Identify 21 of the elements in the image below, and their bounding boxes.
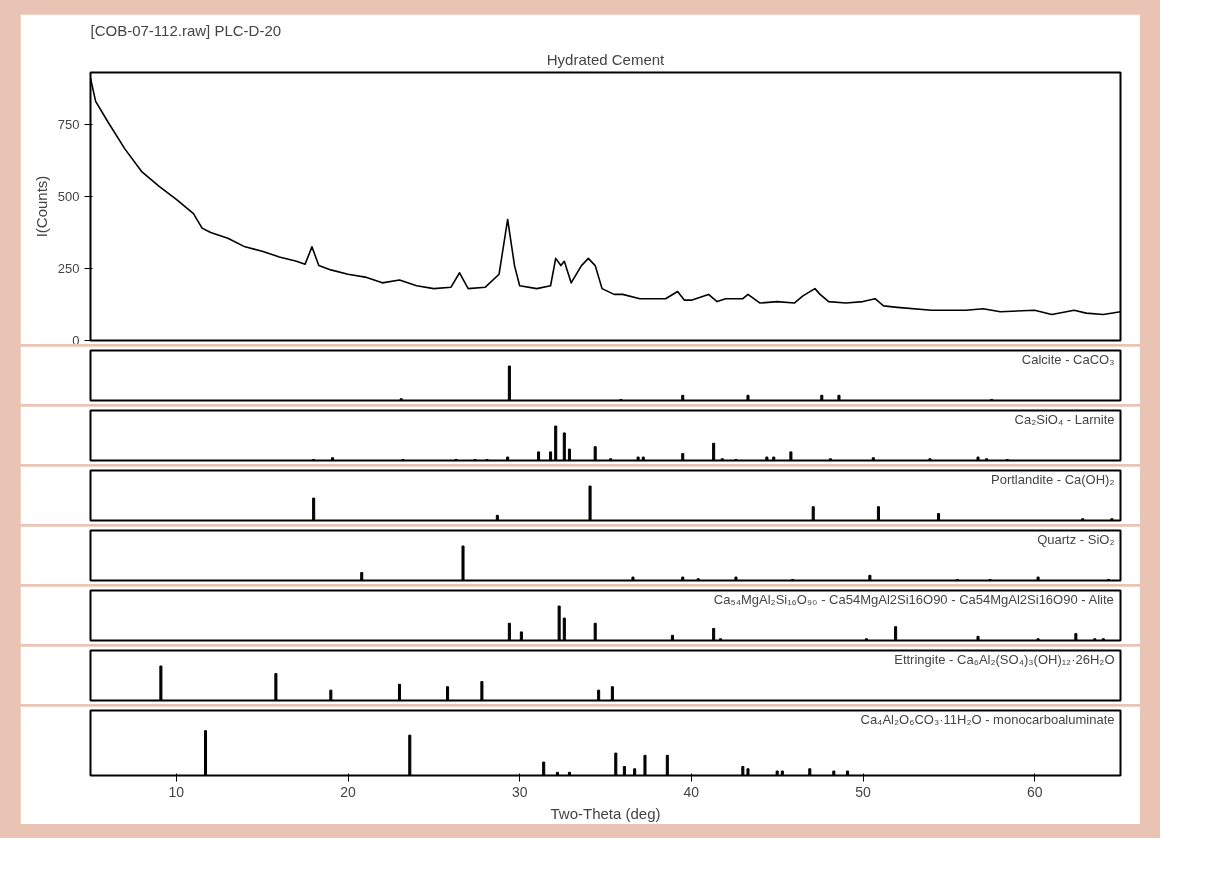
chart-title: Calcite - CaCO₃ [1021, 351, 1115, 367]
y-tick-label: 500 [57, 188, 80, 204]
x-axis-title: Two-Theta (deg) [550, 804, 661, 822]
y-axis-title: I(Counts) [32, 175, 50, 238]
y-tick-label: 250 [57, 260, 80, 276]
x-tick-label: 20 [340, 783, 356, 800]
x-tick-label: 10 [168, 783, 185, 800]
chart-title: Ca₅₄MgAl₂Si₁₆O₉₀ - Ca54MgAl2Si16O90 - Ca54MgAl2Si16O90 - Alite [713, 591, 1114, 607]
x-tick-label: 50 [855, 783, 871, 800]
x-tick-label: 30 [511, 783, 528, 800]
x-tick-label: 60 [1026, 783, 1043, 800]
chart-subtitle: Hydrated Cement [546, 50, 666, 68]
chart-title: Ca₄Al₂O₆CO₃·11H₂O - monocarboaluminate [860, 711, 1115, 727]
y-tick-label: 750 [57, 116, 80, 132]
y-tick-label: 0 [72, 332, 80, 348]
chart-title: [COB-07-112.raw] PLC-D-20 [90, 21, 282, 39]
chart-title: Quartz - SiO₂ [1037, 531, 1115, 547]
chart-title: Ca₂SiO₄ - Larnite [1014, 411, 1115, 427]
chart-title: Portlandite - Ca(OH)₂ [990, 471, 1115, 487]
x-tick-label: 40 [683, 783, 700, 800]
chart-title: Ettringite - Ca₆Al₂(SO₄)₃(OH)₁₂·26H₂O [894, 651, 1115, 667]
